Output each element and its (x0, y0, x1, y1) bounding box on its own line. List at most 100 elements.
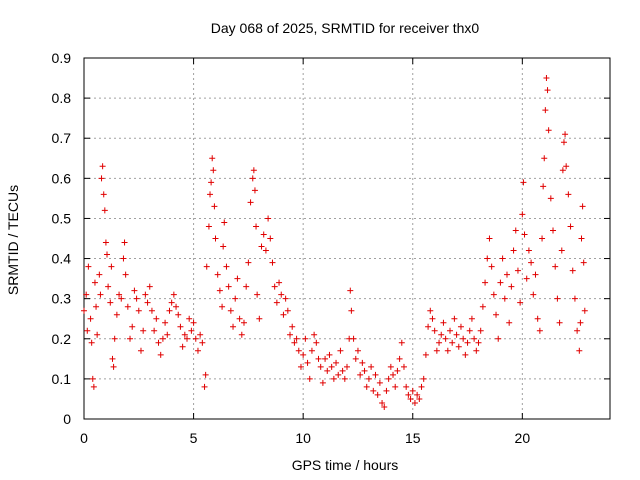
data-point (560, 139, 567, 146)
data-point (427, 307, 434, 314)
data-point (202, 371, 209, 378)
data-point (210, 167, 217, 174)
y-tick-labels: 0 0.1 0.2 0.3 0.4 0.5 0.6 0.7 0.8 0.9 (52, 50, 72, 427)
data-point (84, 327, 91, 334)
data-point (359, 359, 366, 366)
data-point (127, 335, 134, 342)
data-point (519, 211, 526, 218)
data-point (142, 291, 149, 298)
data-point (282, 295, 289, 302)
data-point (148, 307, 155, 314)
data-point (352, 355, 359, 362)
data-point (207, 191, 214, 198)
data-point (466, 327, 473, 334)
data-point (335, 371, 342, 378)
data-point (525, 247, 532, 254)
data-point (499, 255, 506, 262)
data-point (374, 391, 381, 398)
data-point (567, 223, 574, 230)
data-point (324, 367, 331, 374)
data-point (455, 343, 462, 350)
data-point (577, 319, 584, 326)
y-tick-label: 0.5 (52, 210, 72, 226)
data-point (471, 335, 478, 342)
data-point (536, 327, 543, 334)
data-point (545, 127, 552, 134)
data-point (436, 339, 443, 346)
data-point (83, 291, 90, 298)
data-point (339, 367, 346, 374)
data-point (341, 375, 348, 382)
data-point (227, 307, 234, 314)
data-point (569, 267, 576, 274)
data-point (468, 315, 475, 322)
data-point (348, 307, 355, 314)
data-point (304, 359, 311, 366)
data-point (433, 347, 440, 354)
data-point (157, 351, 164, 358)
data-point (295, 347, 302, 354)
data-point (203, 263, 210, 270)
data-point (447, 327, 454, 334)
ticks (83, 57, 610, 420)
data-point (133, 295, 140, 302)
data-point (442, 335, 449, 342)
data-point (101, 207, 108, 214)
y-tick-label: 0 (63, 411, 71, 427)
data-point (544, 87, 551, 94)
data-point (517, 299, 524, 306)
data-point (411, 399, 418, 406)
y-tick-label: 0.8 (52, 90, 72, 106)
data-point (137, 347, 144, 354)
data-point (337, 347, 344, 354)
x-tick-label: 15 (405, 430, 421, 446)
data-point (365, 375, 372, 382)
data-point (453, 331, 460, 338)
data-point (135, 307, 142, 314)
data-point (368, 363, 375, 370)
data-point (153, 315, 160, 322)
data-point (100, 191, 107, 198)
data-point (580, 259, 587, 266)
data-point (317, 363, 324, 370)
data-point (440, 319, 447, 326)
data-point (385, 375, 392, 382)
data-point (396, 355, 403, 362)
data-point (166, 307, 173, 314)
data-point (542, 107, 549, 114)
data-point (313, 339, 320, 346)
data-point (245, 259, 252, 266)
data-point (579, 203, 586, 210)
data-point (108, 263, 115, 270)
data-point (387, 363, 394, 370)
data-point (209, 155, 216, 162)
data-point (398, 339, 405, 346)
data-point (208, 179, 215, 186)
data-point (97, 291, 104, 298)
data-point (508, 283, 515, 290)
x-tick-label: 20 (515, 430, 531, 446)
data-point (414, 391, 421, 398)
data-point (173, 303, 180, 310)
data-point (276, 279, 283, 286)
data-point (287, 331, 294, 338)
data-point (506, 319, 513, 326)
data-point (563, 163, 570, 170)
data-point (181, 331, 188, 338)
data-point (328, 363, 335, 370)
data-point (238, 331, 245, 338)
data-point (260, 231, 267, 238)
data-point (497, 279, 504, 286)
y-tick-label: 0.7 (52, 130, 72, 146)
data-point (98, 175, 105, 182)
data-point (102, 239, 109, 246)
data-point (501, 295, 508, 302)
data-point (543, 75, 550, 82)
data-point (96, 271, 103, 278)
data-point (201, 383, 208, 390)
data-point (194, 347, 201, 354)
data-point (559, 167, 566, 174)
data-point (407, 395, 414, 402)
data-point (159, 335, 166, 342)
